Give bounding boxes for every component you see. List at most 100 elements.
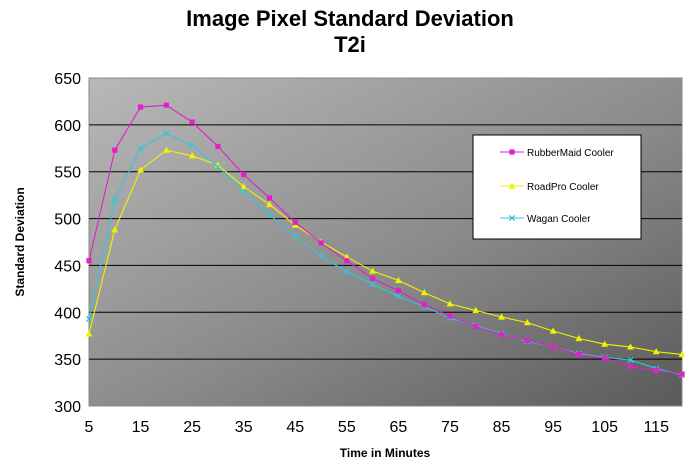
data-point xyxy=(370,275,376,282)
series-group xyxy=(85,102,686,379)
chart-title: Image Pixel Standard Deviation xyxy=(186,6,514,31)
data-point xyxy=(652,348,660,355)
y-axis-ticks: 300 350 400 450 500 550 600 650 xyxy=(54,71,81,416)
data-point xyxy=(679,371,685,377)
series-rubbermaid-cooler xyxy=(86,102,685,377)
legend-item: RubberMaid Cooler xyxy=(500,148,614,159)
legend-label: RoadPro Cooler xyxy=(527,182,599,193)
series-line xyxy=(88,104,683,375)
data-point xyxy=(86,258,92,264)
data-point xyxy=(343,268,350,276)
data-point xyxy=(472,306,480,314)
data-point xyxy=(240,188,247,195)
y-tick-label: 350 xyxy=(54,352,81,369)
y-tick-label: 650 xyxy=(54,71,81,88)
x-tick-label: 5 xyxy=(85,419,94,436)
data-point xyxy=(395,293,402,300)
y-tick-label: 300 xyxy=(54,399,81,416)
y-tick-label: 500 xyxy=(54,212,81,229)
x-tick-label: 75 xyxy=(441,419,459,436)
data-point xyxy=(163,102,169,108)
data-point xyxy=(266,211,273,218)
data-point xyxy=(343,253,351,260)
x-tick-label: 85 xyxy=(493,419,511,436)
data-point xyxy=(420,289,428,296)
legend-item: RoadPro Cooler xyxy=(500,182,599,193)
x-tick-label: 45 xyxy=(286,419,304,436)
x-tick-label: 95 xyxy=(544,419,562,436)
data-point xyxy=(214,163,221,171)
data-point xyxy=(550,344,556,350)
data-point xyxy=(498,313,505,320)
data-point xyxy=(188,152,196,159)
series-line xyxy=(88,132,683,376)
data-point xyxy=(266,195,273,201)
gridlines xyxy=(89,124,682,360)
data-point xyxy=(627,357,634,364)
data-point xyxy=(508,182,516,189)
x-tick-label: 25 xyxy=(183,419,201,436)
data-point xyxy=(395,288,401,294)
data-point xyxy=(266,200,273,208)
x-axis-label: Time in Minutes xyxy=(340,446,431,460)
data-point xyxy=(576,351,582,358)
data-point xyxy=(292,219,298,225)
data-point xyxy=(601,340,609,347)
x-axis-ticks: 5 15 25 35 45 55 65 75 85 95 105 115 xyxy=(85,419,670,436)
y-tick-label: 450 xyxy=(54,258,81,275)
y-tick-label: 400 xyxy=(54,305,81,322)
data-point xyxy=(292,233,299,240)
data-point xyxy=(549,327,557,334)
data-point xyxy=(575,334,583,342)
data-point xyxy=(215,143,221,150)
data-point xyxy=(137,104,144,110)
series-line xyxy=(88,149,683,356)
data-point xyxy=(85,315,93,322)
data-point xyxy=(317,252,325,260)
data-point xyxy=(137,166,144,173)
data-point xyxy=(447,313,453,319)
y-tick-label: 550 xyxy=(54,165,81,182)
data-point xyxy=(137,145,144,152)
data-point xyxy=(369,281,376,288)
data-point xyxy=(163,130,170,137)
data-point xyxy=(111,196,118,203)
data-point xyxy=(653,367,659,373)
chart-subtitle: T2i xyxy=(334,32,366,57)
data-point xyxy=(602,355,608,361)
data-point xyxy=(189,119,195,125)
data-point xyxy=(627,364,634,370)
plot-area xyxy=(88,77,683,407)
data-point xyxy=(344,258,350,264)
data-point xyxy=(523,318,531,326)
legend: RubberMaid Cooler RoadPro Cooler Wagan Coo… xyxy=(472,134,642,240)
y-tick-label: 600 xyxy=(54,118,81,135)
x-tick-label: 115 xyxy=(643,419,669,436)
data-point xyxy=(85,330,93,337)
x-tick-label: 55 xyxy=(338,419,356,436)
legend-label: RubberMaid Cooler xyxy=(527,148,614,159)
data-point xyxy=(421,302,427,308)
data-point xyxy=(446,300,454,307)
data-point xyxy=(509,149,515,155)
data-point xyxy=(678,350,686,358)
data-point xyxy=(473,323,479,329)
x-tick-label: 65 xyxy=(389,419,407,436)
data-point xyxy=(318,240,324,246)
data-point xyxy=(189,142,196,149)
data-point xyxy=(240,183,248,190)
data-point xyxy=(508,214,516,222)
x-tick-label: 15 xyxy=(132,419,150,436)
data-point xyxy=(394,276,402,284)
data-point xyxy=(241,171,247,178)
data-point xyxy=(498,332,505,338)
x-tick-label: 105 xyxy=(591,419,618,436)
data-point xyxy=(524,337,530,343)
x-tick-label: 35 xyxy=(235,419,253,436)
legend-item: Wagan Cooler xyxy=(500,214,591,225)
data-point xyxy=(112,147,118,153)
data-point xyxy=(627,343,634,350)
data-point xyxy=(111,226,119,233)
y-axis-label: Standard Deviation xyxy=(13,187,27,296)
